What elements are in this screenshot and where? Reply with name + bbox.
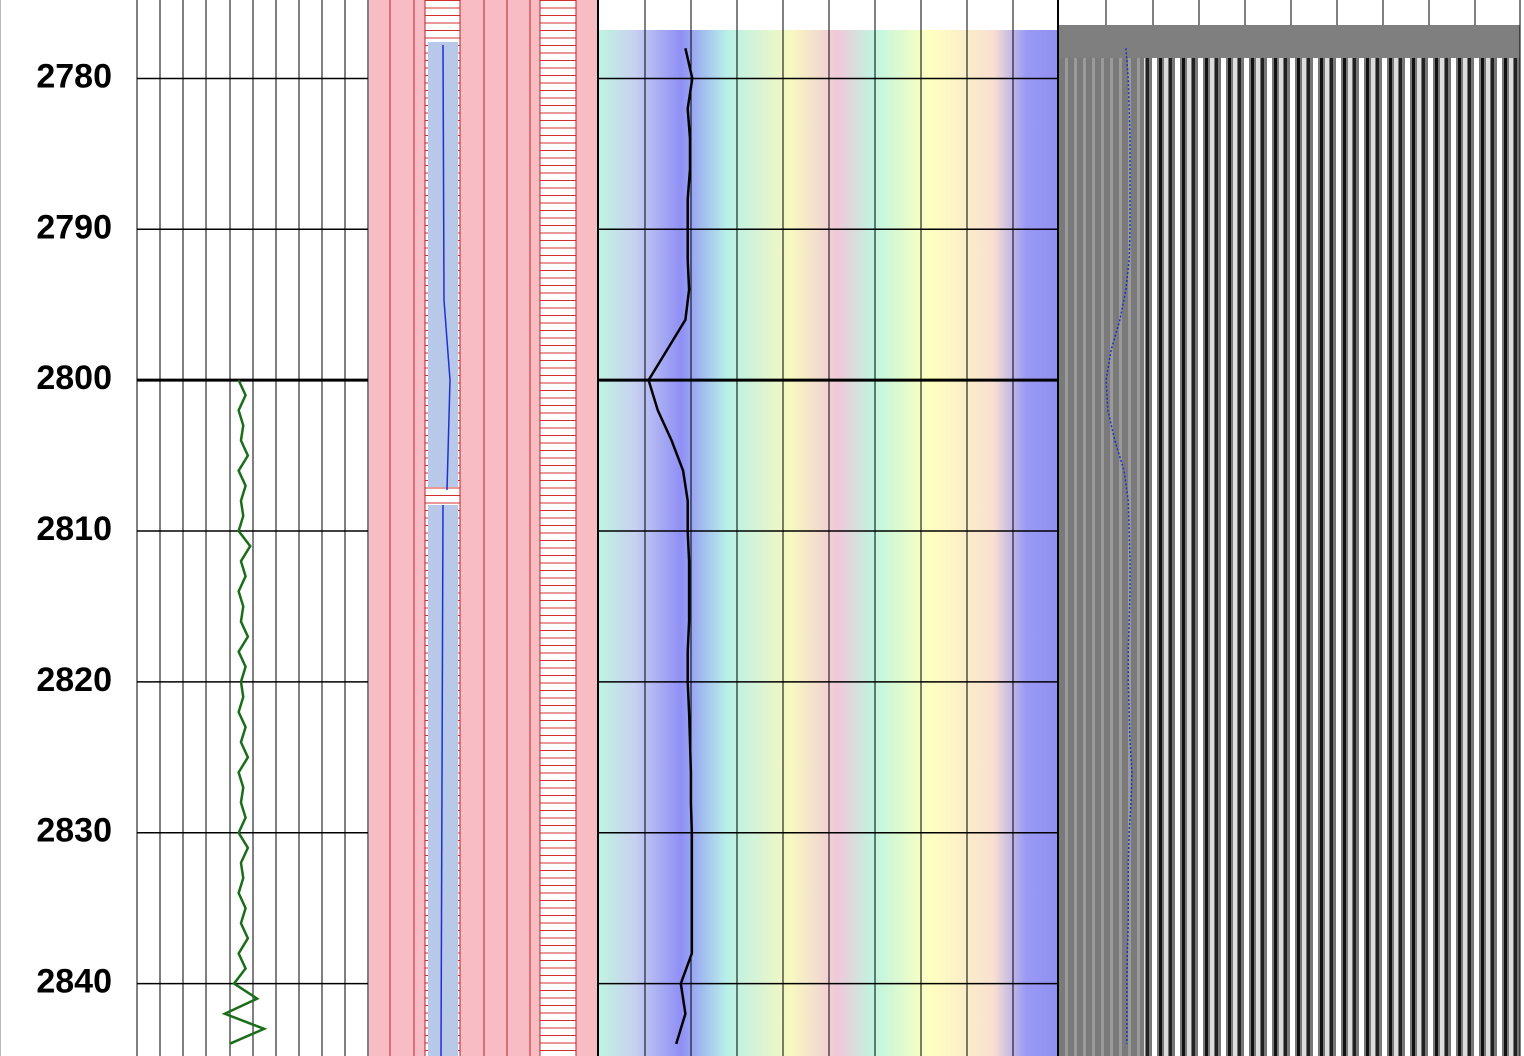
curve <box>647 47 694 1045</box>
track-4 <box>1059 0 1521 1056</box>
y-tick-label: 2830 <box>36 812 112 850</box>
y-tick-label: 2810 <box>36 510 112 548</box>
y-tick-label: 2780 <box>36 57 112 95</box>
track-1 <box>136 0 369 1056</box>
y-tick-label: 2820 <box>36 661 112 699</box>
overlay: 2780 2790 2800 2810 2820 2830 2840 <box>36 47 1133 1046</box>
y-tick-label: 2840 <box>36 963 112 1001</box>
curve <box>221 379 268 1046</box>
track-2 <box>369 0 599 1056</box>
y-tick-label: 2790 <box>36 208 112 246</box>
y-tick-label: 2800 <box>36 359 112 397</box>
track-3 <box>599 0 1059 1056</box>
